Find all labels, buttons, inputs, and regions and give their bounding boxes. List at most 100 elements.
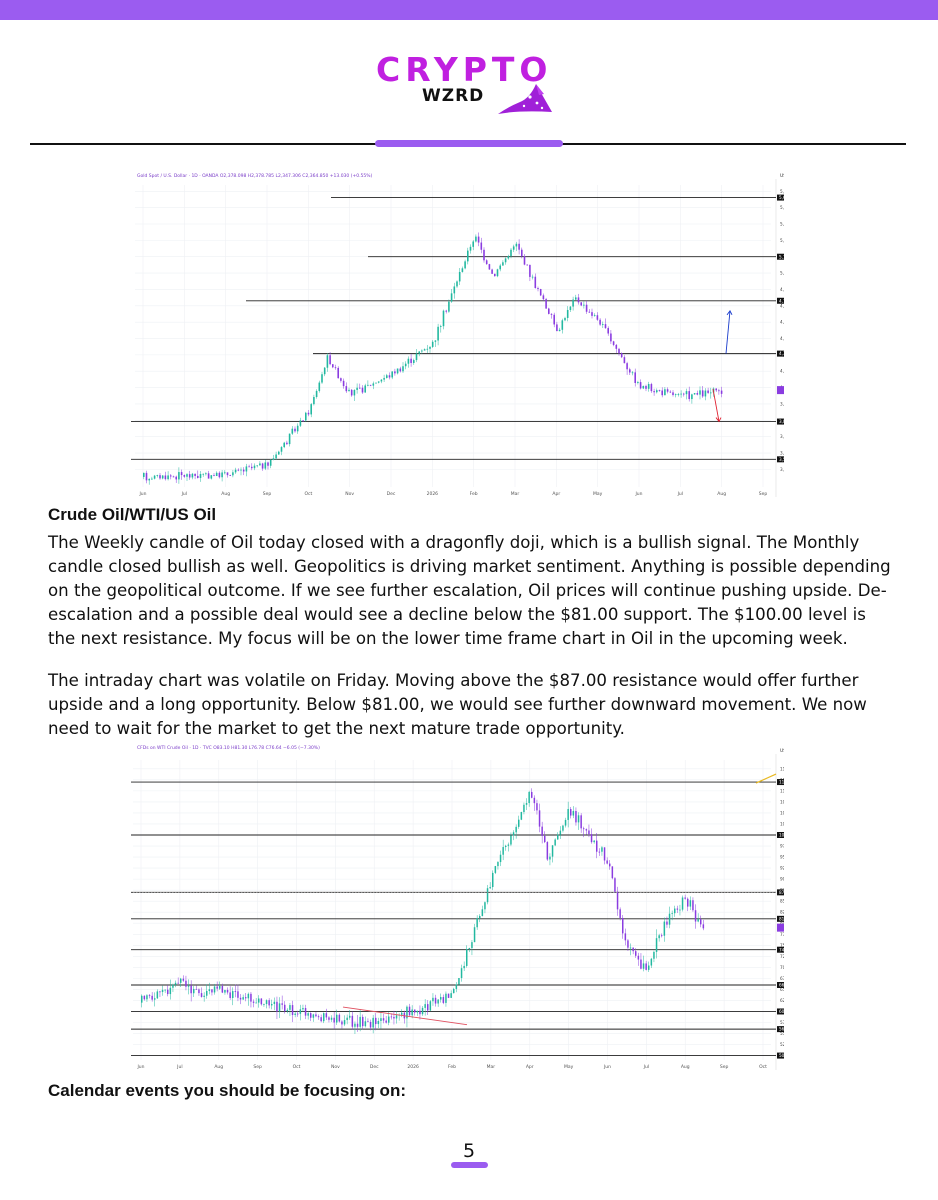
header-divider-pill <box>375 140 563 147</box>
candle-body <box>278 451 280 455</box>
candle-body <box>688 391 690 400</box>
level-price-tag-label: 81.00 <box>779 916 784 921</box>
level-price-tag-label: 56.00 <box>779 1027 784 1032</box>
x-tick-label: Nov <box>331 1064 340 1070</box>
x-tick-label: Jun <box>603 1064 611 1070</box>
candle-body <box>328 1017 330 1020</box>
candle-body <box>471 942 473 949</box>
candle-body <box>375 1017 377 1025</box>
candle-body <box>240 469 242 471</box>
candle-body <box>544 835 546 843</box>
candle-body <box>639 382 642 389</box>
level-price-tag <box>777 1008 784 1015</box>
candle-body <box>190 985 192 994</box>
candle-body <box>642 963 645 969</box>
candle-body <box>640 959 642 969</box>
candle-body <box>610 333 612 342</box>
candle-body <box>359 1016 361 1027</box>
candle-body <box>361 387 364 393</box>
candle-body <box>299 420 302 426</box>
candle-body <box>691 394 693 400</box>
y-tick-label: 70.00 <box>780 965 784 970</box>
level-price-tag <box>777 889 784 896</box>
candle-body <box>658 390 661 391</box>
candle-body <box>218 472 221 478</box>
candle-body <box>566 309 569 318</box>
candle-body <box>593 840 595 843</box>
candle-body <box>546 842 549 860</box>
candle-body <box>534 276 537 289</box>
candle-body <box>442 310 445 327</box>
candle-body <box>219 986 221 989</box>
bullish-arrow-head <box>726 309 733 316</box>
candle-body <box>510 835 512 845</box>
candle-body <box>421 350 423 352</box>
candle-body <box>575 297 577 300</box>
candle-body <box>226 472 229 476</box>
candle-body <box>596 840 598 852</box>
candle-body <box>456 281 458 287</box>
y-tick-label: 90.00 <box>780 877 784 882</box>
gold-chart-svg: Gold Spot / U.S. Dollar · 1D · OANDA O2,… <box>131 173 784 497</box>
candle-body <box>221 986 224 993</box>
candle-body <box>704 390 707 397</box>
y-tick-label: 3,700.000 <box>780 434 784 439</box>
y-tick-label: 110.00 <box>780 788 784 793</box>
candle-body <box>341 1021 343 1025</box>
candle-body <box>418 351 420 354</box>
candle-body <box>291 428 294 434</box>
candle-body <box>655 938 658 952</box>
level-price-tag <box>777 1052 784 1059</box>
candle-body <box>281 1003 283 1005</box>
candle-body <box>419 1010 421 1015</box>
candle-body <box>453 988 455 994</box>
candle-body <box>193 988 195 994</box>
candle-body <box>399 368 402 372</box>
candle-body <box>505 845 507 848</box>
candle-body <box>377 381 380 383</box>
candle-body <box>333 1017 335 1023</box>
y-tick-label: 57.50 <box>780 1020 784 1025</box>
candle-body <box>297 1013 299 1015</box>
candle-body <box>186 474 188 477</box>
candle-body <box>213 475 215 476</box>
x-tick-label: 2026 <box>427 491 439 497</box>
candle-body <box>174 982 177 985</box>
candle-body <box>674 394 677 396</box>
candle-body <box>450 293 453 302</box>
candle-body <box>180 978 182 983</box>
candle-body <box>415 353 418 361</box>
candle-body <box>523 804 525 813</box>
candle-body <box>468 948 471 950</box>
level-price-tag <box>777 297 784 304</box>
candle-body <box>337 367 339 379</box>
candle-body <box>661 935 663 937</box>
candle-body <box>510 249 512 257</box>
candle-body <box>302 1008 304 1010</box>
candle-body <box>473 927 476 943</box>
candle-body <box>562 825 564 831</box>
candle-body <box>289 1005 291 1010</box>
candle-body <box>185 980 187 987</box>
level-price-tag-label: 60.00 <box>779 1009 784 1014</box>
y-tick-label: 4,220.000 <box>780 369 784 374</box>
x-tick-label: May <box>564 1064 574 1070</box>
candle-body <box>693 393 696 395</box>
candle-body <box>229 475 231 476</box>
y-tick-label: 85.00 <box>780 899 784 904</box>
candle-body <box>692 900 694 911</box>
candle-body <box>676 908 679 910</box>
candle-body <box>154 998 156 1000</box>
candle-body <box>585 829 588 831</box>
candle-body <box>401 1012 403 1015</box>
x-tick-label: May <box>593 491 603 497</box>
candle-body <box>156 475 159 476</box>
x-tick-label: Aug <box>214 1064 223 1070</box>
candle-body <box>169 987 172 995</box>
candle-body <box>180 472 183 476</box>
candle-body <box>307 1013 309 1016</box>
candle-body <box>458 978 460 985</box>
candle-body <box>607 328 609 334</box>
level-price-tag <box>777 832 784 838</box>
candle-body <box>234 991 237 992</box>
